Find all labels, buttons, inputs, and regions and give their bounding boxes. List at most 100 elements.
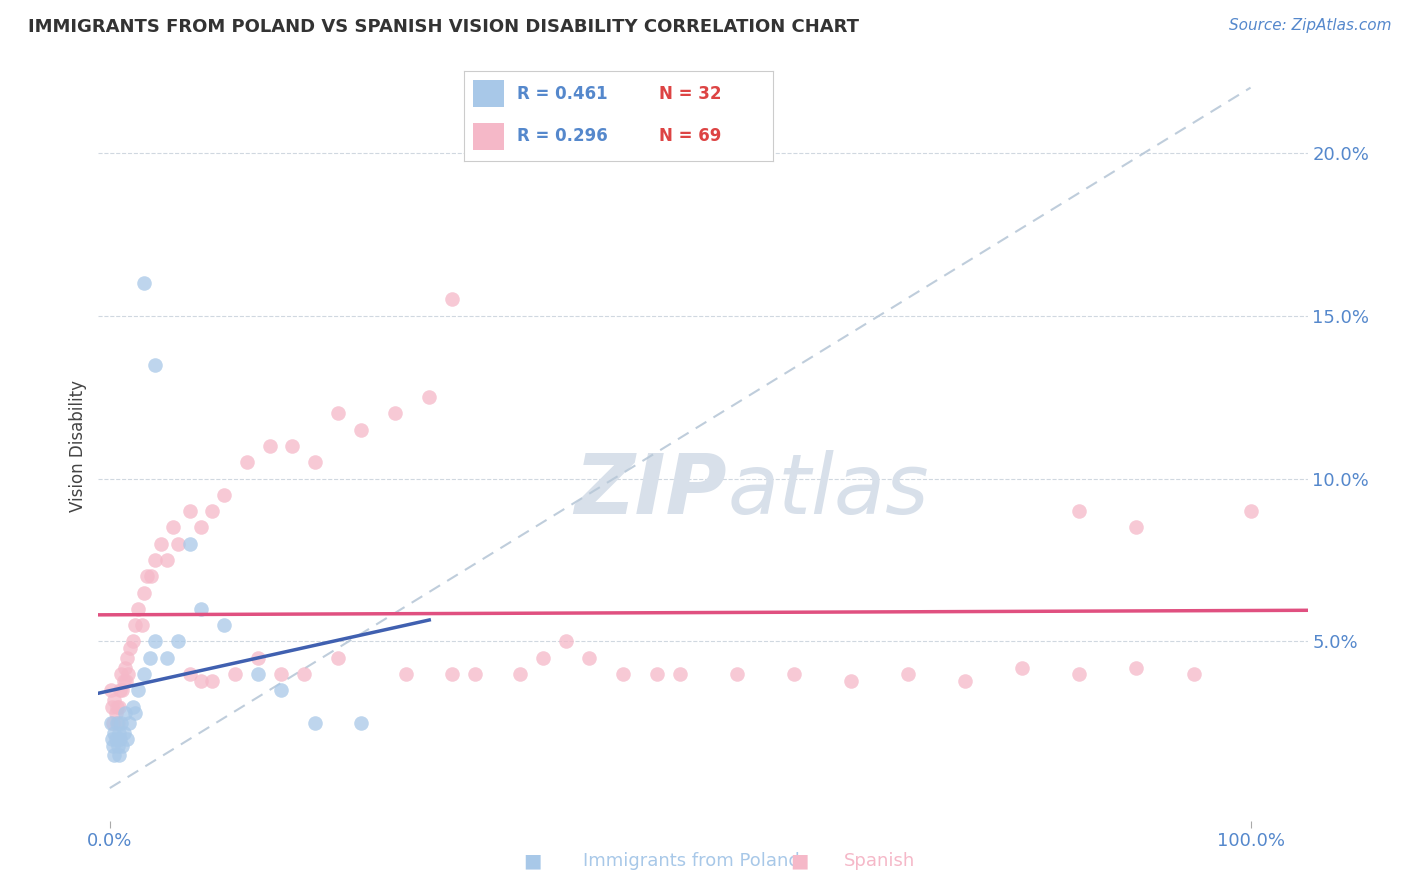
Point <box>150 537 173 551</box>
Point <box>783 667 806 681</box>
Point <box>897 667 920 681</box>
Point <box>441 293 464 307</box>
Text: ■: ■ <box>790 851 808 871</box>
Point <box>201 673 224 688</box>
Point <box>395 667 418 681</box>
Point <box>201 504 224 518</box>
Point <box>124 618 146 632</box>
Point <box>112 673 135 688</box>
Point <box>1182 667 1205 681</box>
Point <box>105 715 128 730</box>
Point <box>131 618 153 632</box>
Point <box>103 739 125 753</box>
Point <box>121 699 143 714</box>
Point <box>100 683 122 698</box>
Point <box>212 488 235 502</box>
Point <box>190 602 212 616</box>
Point <box>110 715 132 730</box>
Text: IMMIGRANTS FROM POLAND VS SPANISH VISION DISABILITY CORRELATION CHART: IMMIGRANTS FROM POLAND VS SPANISH VISION… <box>28 18 859 36</box>
Point <box>103 748 125 763</box>
Point <box>270 683 292 698</box>
Point <box>115 732 138 747</box>
Point <box>281 439 304 453</box>
Point <box>104 706 127 720</box>
Point <box>235 455 257 469</box>
Point <box>108 699 131 714</box>
Point <box>1125 520 1147 534</box>
Point <box>531 650 554 665</box>
Text: N = 32: N = 32 <box>659 85 721 103</box>
Point <box>111 739 134 753</box>
Point <box>647 667 669 681</box>
Text: Immigrants from Poland: Immigrants from Poland <box>583 852 800 870</box>
Point <box>418 390 440 404</box>
Point <box>103 693 125 707</box>
Point <box>121 634 143 648</box>
Point <box>108 748 131 763</box>
Point <box>145 358 167 372</box>
Point <box>259 439 281 453</box>
Text: Source: ZipAtlas.com: Source: ZipAtlas.com <box>1229 18 1392 33</box>
Point <box>441 667 464 681</box>
Point <box>103 715 125 730</box>
Point <box>104 732 127 747</box>
Point <box>247 650 270 665</box>
Point <box>326 406 349 420</box>
Point <box>103 725 125 739</box>
Point <box>179 537 201 551</box>
Point <box>139 569 162 583</box>
Point <box>725 667 748 681</box>
Point <box>350 715 373 730</box>
Point <box>101 699 124 714</box>
Point <box>578 650 600 665</box>
Point <box>145 634 167 648</box>
Point <box>127 683 149 698</box>
Point <box>464 667 486 681</box>
Point <box>117 667 139 681</box>
Point <box>190 673 212 688</box>
Point <box>212 618 235 632</box>
Point <box>124 706 146 720</box>
Point <box>110 667 132 681</box>
Point <box>1125 660 1147 674</box>
Point <box>107 739 129 753</box>
Text: Spanish: Spanish <box>844 852 915 870</box>
Point <box>108 725 131 739</box>
Point <box>555 634 578 648</box>
Point <box>127 602 149 616</box>
Point <box>167 537 190 551</box>
Point <box>111 683 134 698</box>
Point <box>101 732 124 747</box>
Point <box>112 725 135 739</box>
Point <box>162 520 184 534</box>
Point <box>350 423 373 437</box>
Point <box>839 673 862 688</box>
Point <box>107 715 129 730</box>
Point <box>669 667 692 681</box>
Point <box>326 650 349 665</box>
Text: ■: ■ <box>523 851 541 871</box>
Point <box>114 660 136 674</box>
Point <box>156 553 179 567</box>
Point <box>384 406 406 420</box>
Point <box>304 715 326 730</box>
Y-axis label: Vision Disability: Vision Disability <box>69 380 87 512</box>
Point <box>1239 504 1261 518</box>
Text: R = 0.461: R = 0.461 <box>516 85 607 103</box>
Point <box>224 667 246 681</box>
Point <box>509 667 531 681</box>
Text: atlas: atlas <box>727 450 929 532</box>
Point <box>304 455 326 469</box>
Point <box>108 683 131 698</box>
Point <box>132 585 155 599</box>
Point <box>190 520 212 534</box>
Point <box>1069 667 1091 681</box>
Point <box>114 673 136 688</box>
Point <box>1011 660 1033 674</box>
Point <box>167 634 190 648</box>
Point <box>115 650 138 665</box>
Point <box>105 699 128 714</box>
Text: N = 69: N = 69 <box>659 127 721 145</box>
Point <box>108 732 131 747</box>
Point <box>156 650 179 665</box>
